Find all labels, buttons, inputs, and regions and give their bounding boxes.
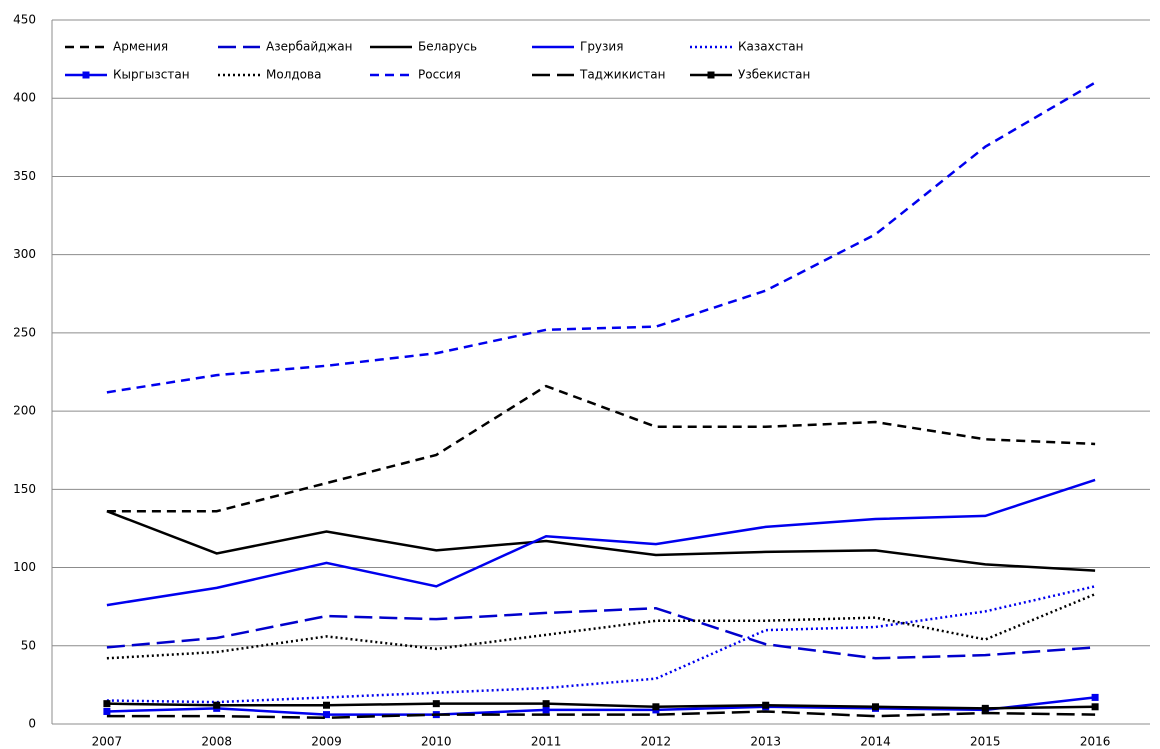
x-tick-label: 2008	[201, 735, 232, 749]
x-tick-label: 2009	[311, 735, 342, 749]
marker	[1091, 703, 1099, 711]
y-tick-label: 50	[21, 638, 36, 652]
x-tick-label: 2011	[531, 735, 562, 749]
legend-label: Таджикистан	[579, 68, 665, 82]
series-line	[106, 592, 1096, 660]
y-tick-label: 150	[13, 482, 36, 496]
x-tick-label: 2016	[1080, 735, 1111, 749]
legend-label: Кыргызстан	[113, 68, 190, 82]
x-tick-label: 2015	[970, 735, 1001, 749]
legend-label: Армения	[113, 40, 168, 54]
legend-label: Россия	[418, 68, 461, 82]
series-line	[106, 510, 1096, 572]
marker	[103, 700, 111, 708]
marker	[213, 701, 221, 709]
legend-label: Молдова	[266, 68, 321, 82]
x-tick-label: 2007	[92, 735, 123, 749]
marker	[1091, 693, 1099, 701]
series-line	[106, 585, 1096, 704]
marker	[323, 701, 330, 709]
legend-label: Грузия	[580, 40, 623, 54]
marker	[981, 704, 989, 712]
marker	[762, 701, 770, 709]
series-line	[106, 81, 1096, 394]
y-tick-label: 100	[13, 560, 36, 574]
series-line	[106, 702, 1096, 710]
legend-label: Узбекистан	[738, 68, 810, 82]
y-tick-label: 250	[13, 325, 36, 339]
x-tick-label: 2010	[421, 735, 452, 749]
x-tick-label: 2012	[641, 735, 672, 749]
marker	[103, 707, 111, 715]
series-line	[106, 710, 1096, 719]
series-line	[106, 606, 1096, 660]
y-tick-label: 400	[13, 91, 36, 105]
y-tick-label: 200	[13, 404, 36, 418]
legend-label: Азербайджан	[266, 40, 352, 54]
marker	[323, 711, 330, 719]
marker	[542, 706, 550, 714]
series-line	[106, 478, 1096, 607]
series-line	[106, 384, 1096, 513]
legend-label: Казахстан	[738, 40, 804, 54]
legend-label: Беларусь	[418, 40, 477, 54]
y-tick-label: 0	[28, 717, 36, 731]
marker	[872, 703, 879, 711]
y-tick-label: 300	[13, 247, 36, 261]
legend-marker	[82, 71, 90, 79]
marker	[432, 700, 440, 708]
y-tick-label: 350	[13, 169, 36, 183]
marker	[652, 703, 660, 711]
y-tick-label: 450	[13, 13, 36, 27]
marker	[542, 700, 550, 708]
x-tick-label: 2013	[750, 735, 781, 749]
legend-marker	[707, 71, 715, 79]
x-tick-label: 2014	[860, 735, 891, 749]
series-line	[106, 696, 1096, 716]
